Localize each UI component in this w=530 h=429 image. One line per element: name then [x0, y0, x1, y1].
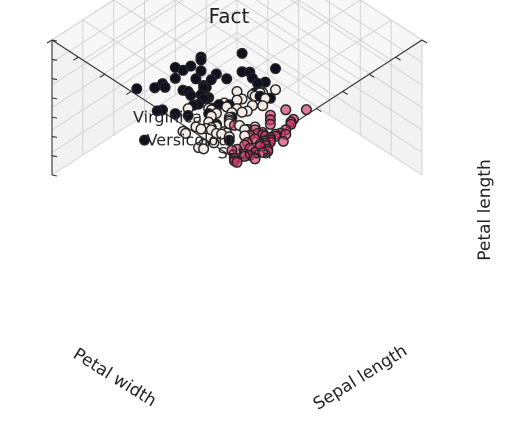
point-virginica	[131, 83, 143, 95]
grid-line	[359, 0, 423, 41]
annotation-virginica: Virginica	[133, 108, 202, 127]
z-tick	[51, 116, 58, 119]
point-setosa	[249, 153, 261, 165]
z-tick	[51, 135, 58, 138]
point-virginica	[177, 64, 189, 76]
point-versicolour	[236, 106, 248, 118]
y-tick	[395, 56, 401, 61]
point-versicolour	[180, 127, 192, 139]
point-virginica	[205, 74, 217, 86]
point-virginica	[221, 73, 233, 85]
point-virginica	[169, 108, 181, 120]
z-axis-label: Petal length	[475, 159, 495, 261]
grid-line	[51, 54, 238, 176]
grid-line	[82, 0, 177, 61]
x-tick	[126, 90, 132, 95]
point-virginica	[236, 47, 248, 59]
point-virginica	[223, 134, 235, 146]
y-tick	[368, 73, 375, 78]
point-virginica	[195, 54, 207, 66]
point-virginica	[195, 65, 207, 77]
x-axis-label: Petal width	[69, 344, 159, 411]
point-setosa	[239, 150, 251, 162]
z-tick	[51, 39, 58, 42]
grid-line	[51, 32, 238, 153]
point-setosa	[264, 118, 276, 130]
grid-line	[51, 0, 115, 41]
y-tick	[421, 39, 428, 44]
point-virginica	[252, 77, 264, 89]
annotation-setosa: Setosa	[218, 144, 272, 163]
point-virginica	[159, 81, 171, 93]
point-setosa	[277, 135, 289, 147]
x-tick	[73, 56, 79, 61]
y-tick	[316, 108, 322, 113]
z-tick	[51, 78, 58, 81]
point-virginica	[149, 82, 161, 94]
point-virginica	[138, 134, 150, 146]
z-tick	[51, 155, 58, 158]
point-virginica	[270, 63, 282, 75]
point-versicolour	[270, 84, 282, 96]
x-tick	[46, 39, 53, 44]
annotation-versicolour: Versicolour	[147, 131, 236, 150]
point-setosa	[231, 156, 243, 168]
point-virginica	[185, 89, 197, 101]
grid-line	[236, 32, 423, 153]
y-tick	[342, 90, 348, 95]
x-tick	[99, 73, 106, 78]
z-tick	[51, 174, 58, 177]
chart-title: Fact	[209, 4, 250, 28]
grid-line	[297, 0, 392, 61]
y-axis-label: Sepal length	[310, 341, 411, 415]
point-virginica	[169, 72, 181, 84]
point-setosa	[280, 104, 292, 116]
point-versicolour	[198, 143, 210, 155]
point-setosa	[257, 146, 269, 158]
point-versicolour	[257, 100, 269, 112]
point-versicolour	[195, 123, 207, 135]
data-points	[131, 47, 312, 168]
z-tick	[51, 97, 58, 100]
point-virginica	[151, 105, 163, 117]
point-virginica	[182, 109, 194, 121]
z-tick	[51, 58, 58, 61]
grid-line	[236, 54, 423, 176]
point-versicolour	[208, 137, 220, 149]
point-setosa	[300, 104, 312, 116]
point-virginica	[190, 73, 202, 85]
